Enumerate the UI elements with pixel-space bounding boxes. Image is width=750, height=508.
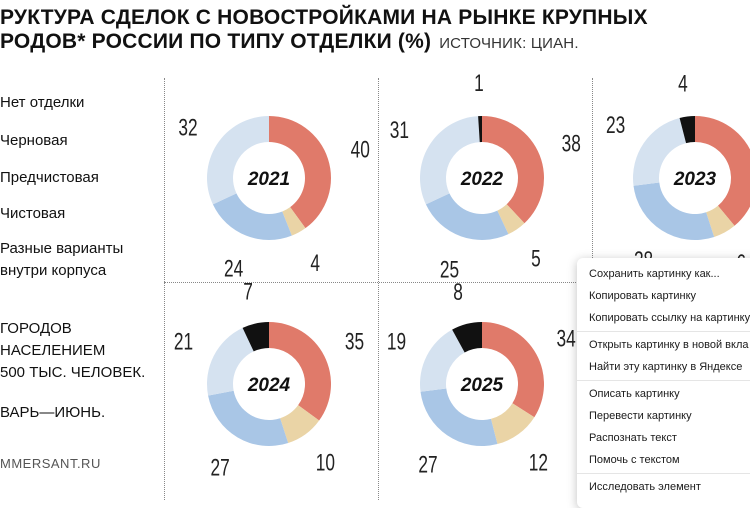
donut-year-label-2021: 2021 [247,169,290,190]
donut-slice-2023-3 [633,117,687,186]
divider-vertical-left [164,78,165,500]
donut-slice-2022-1 [497,204,525,235]
footnote-line2: НАСЕЛЕНИЕМ [0,342,106,359]
donut-value-label-2023-4: 4 [678,71,688,97]
menu-translate-image[interactable]: Перевести картинку [589,410,692,422]
donut-slice-2021-1 [282,207,306,236]
footnote-line4: ВАРЬ—ИЮНЬ. [0,404,106,421]
menu-help-with-text[interactable]: Помочь с текстом [589,454,680,466]
legend-item-no-finish: Нет отделки [0,94,85,111]
donut-value-label-2024-1: 10 [316,450,335,476]
donut-slice-2024-2 [208,390,289,446]
legend-item-various: Разные варианты [0,240,124,257]
donut-year-label-2022: 2022 [460,169,504,190]
donut-value-label-2021-3: 32 [178,115,197,141]
donut-value-label-2025-1: 12 [529,450,548,476]
donut-slice-2022-4 [478,116,482,143]
legend-item-various-line2: внутри корпуса [0,262,107,279]
menu-separator [577,331,750,332]
donut-value-label-2022-3: 31 [390,117,409,143]
legend-item-rough: Черновая [0,132,68,149]
menu-describe-image[interactable]: Описать картинку [589,388,680,400]
menu-separator [577,473,750,474]
donut-slice-2023-2 [633,182,715,240]
donut-value-label-2022-1: 5 [531,246,541,272]
divider-vertical-right [592,78,593,258]
donut-slice-2025-2 [420,388,498,446]
donut-value-label-2022-0: 38 [562,131,581,157]
menu-open-image-new-tab[interactable]: Открыть картинку в новой вкла [589,339,749,351]
donut-value-label-2021-2: 24 [224,256,244,282]
donut-slice-2021-0 [269,116,331,229]
menu-recognize-text[interactable]: Распознать текст [589,432,677,444]
source-label: ИСТОЧНИК: ЦИАН. [439,35,579,52]
donut-year-label-2023: 2023 [673,169,717,190]
donut-slice-2025-0 [482,322,544,418]
donut-slice-2023-4 [679,116,695,144]
divider-vertical-middle [378,78,379,500]
donut-slice-2024-0 [269,322,331,421]
donut-slice-2021-3 [207,115,269,205]
donut-year-label-2025: 2025 [460,375,504,396]
menu-copy-image[interactable]: Копировать картинку [589,290,697,302]
donut-year-label-2024: 2024 [247,375,291,396]
context-menu: Сохранить картинку как... Копировать кар… [577,258,750,508]
menu-save-image[interactable]: Сохранить картинку как... [589,268,720,280]
footnote-line3: 500 ТЫС. ЧЕЛОВЕК. [0,364,146,381]
donut-value-label-2023-3: 23 [606,112,625,138]
menu-inspect-element[interactable]: Исследовать элемент [589,481,701,493]
donut-slice-2024-1 [280,405,320,443]
donut-value-label-2024-2: 27 [211,455,230,481]
menu-separator [577,380,750,381]
chart-title-line2: РОДОВ* РОССИИ ПО ТИПУ ОТДЕЛКИ (%) ИСТОЧНИ… [0,30,648,56]
donut-slice-2022-0 [482,116,544,224]
donut-slice-2024-4 [242,322,269,352]
donut-slice-2025-4 [452,322,482,353]
donut-slice-2023-0 [695,116,750,226]
donut-value-label-2021-1: 4 [310,250,320,276]
donut-value-label-2022-2: 25 [440,257,459,283]
donut-value-label-2025-3: 19 [387,329,406,355]
donut-slice-2021-2 [212,193,292,241]
donut-value-label-2025-4: 8 [453,279,463,305]
site-credit: MMERSANT.RU [0,456,101,471]
legend-item-finish: Чистовая [0,205,66,222]
footnote-line1: ГОРОДОВ [0,320,72,337]
donut-value-label-2021-0: 40 [351,137,370,163]
divider-horizontal [164,282,594,283]
chart-title-line2-text: РОДОВ* РОССИИ ПО ТИПУ ОТДЕЛКИ (%) [0,30,432,53]
chart-title-line1: РУКТУРА СДЕЛОК С НОВОСТРОЙКАМИ НА РЫНКЕ … [0,6,648,29]
donut-value-label-2022-4: 1 [474,70,484,96]
donut-value-label-2025-2: 27 [418,452,437,478]
donut-slice-2024-3 [207,327,254,396]
donut-value-label-2024-0: 35 [345,329,364,355]
donut-value-label-2025-0: 34 [557,326,577,352]
donut-slice-2025-3 [420,329,465,392]
legend-item-pre-finish: Предчистовая [0,169,99,186]
menu-find-image-yandex[interactable]: Найти эту картинку в Яндексе [589,361,743,373]
chart-title: РУКТУРА СДЕЛОК С НОВОСТРОЙКАМИ НА РЫНКЕ … [0,6,648,56]
donut-slice-2025-1 [490,403,535,445]
donut-slice-2022-3 [420,116,480,205]
donut-slice-2022-2 [425,193,509,240]
donut-value-label-2024-4: 7 [243,279,253,305]
donut-value-label-2024-3: 21 [174,329,193,355]
menu-copy-image-link[interactable]: Копировать ссылку на картинку [589,312,750,324]
donut-slice-2023-1 [706,205,735,237]
